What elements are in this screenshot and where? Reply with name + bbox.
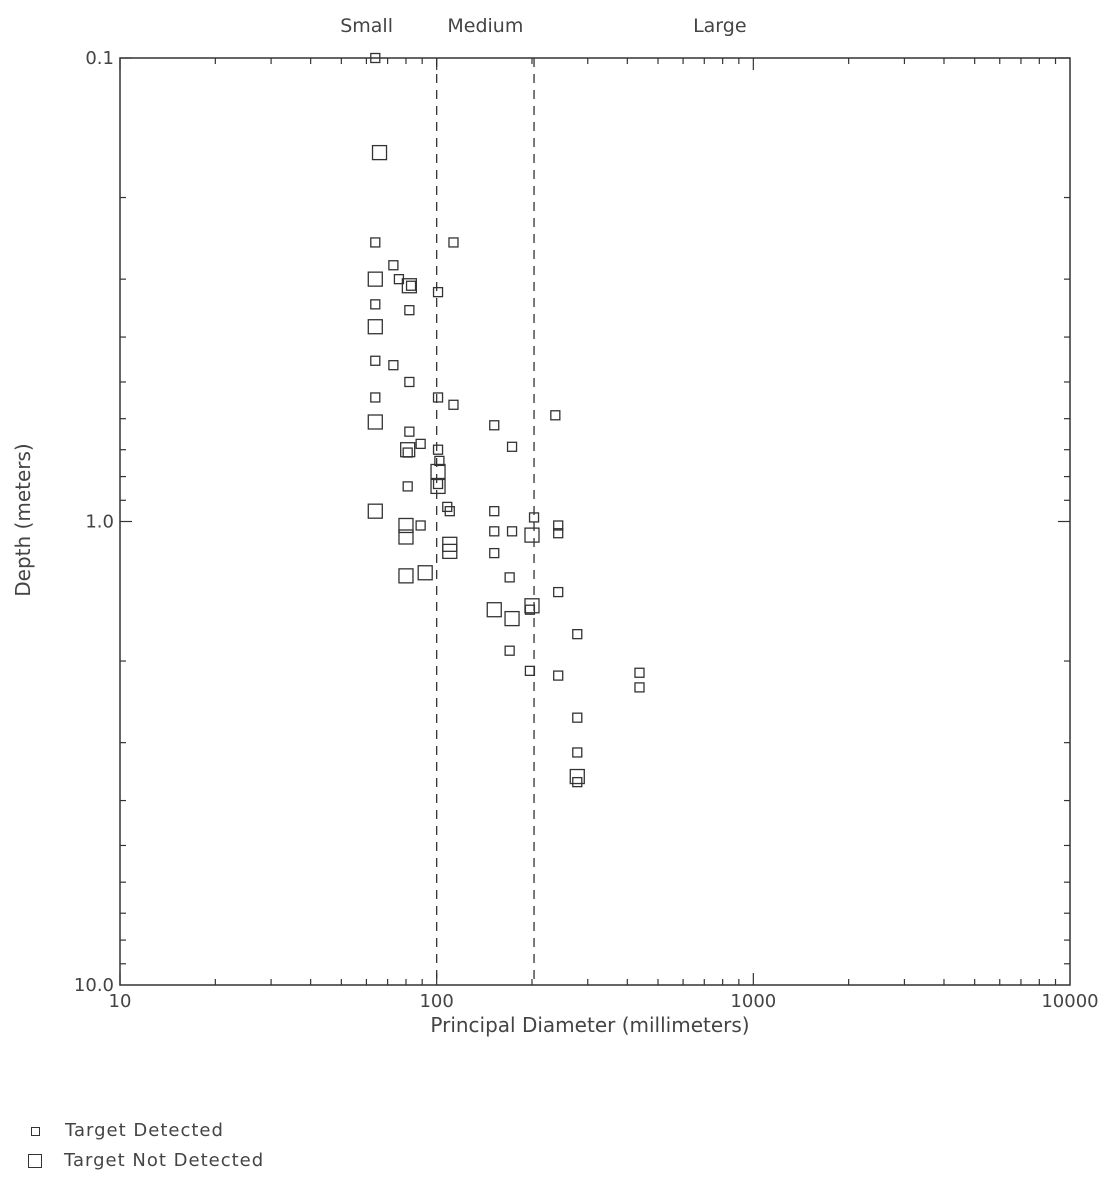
point-target-detected (402, 481, 413, 492)
legend-label-not-detected: Target Not Detected (64, 1150, 265, 1171)
y-axis-label: Depth (meters) (11, 443, 35, 596)
point-target-not-detected (367, 271, 383, 287)
point-target-not-detected (569, 768, 585, 785)
point-target-detected (444, 506, 455, 517)
point-target-detected (404, 426, 415, 437)
point-target-detected (370, 299, 381, 310)
size-class-label: Medium (447, 15, 523, 37)
point-target-not-detected (401, 278, 418, 294)
point-target-detected (504, 572, 515, 583)
point-target-detected (506, 526, 518, 537)
large-square-icon (28, 1154, 42, 1168)
point-target-detected (553, 586, 564, 598)
point-target-detected (572, 628, 583, 640)
x-tick-label: 100 (419, 991, 453, 1012)
point-target-detected (448, 399, 459, 410)
point-target-not-detected (524, 598, 540, 614)
point-target-detected (634, 682, 645, 693)
point-target-not-detected (524, 527, 540, 543)
point-target-detected (370, 237, 381, 248)
point-target-not-detected (367, 414, 383, 430)
point-target-detected (504, 645, 515, 656)
point-target-detected (506, 441, 518, 452)
point-target-detected (489, 420, 500, 431)
size-class-label: Small (340, 15, 393, 37)
point-target-detected (405, 280, 417, 291)
x-tick-label: 10000 (1041, 991, 1098, 1012)
point-target-detected (370, 392, 381, 403)
point-target-detected (553, 520, 564, 531)
data-points (367, 52, 645, 788)
point-target-not-detected (400, 442, 416, 458)
plot-frame (119, 57, 1071, 986)
scatter-chart: 10 100 1000 10000 0.1 1.0 10.0 Small Medium Larg… (11, 15, 1099, 1037)
x-tick-label: 10 (109, 991, 132, 1012)
legend-label-detected: Target Detected (65, 1120, 224, 1141)
point-target-not-detected (430, 478, 446, 495)
point-target-detected (489, 547, 500, 559)
x-axis-label: Principal Diameter (millimeters) (430, 1013, 749, 1037)
point-target-detected (415, 438, 426, 450)
point-target-not-detected (417, 565, 433, 581)
point-target-detected (553, 670, 564, 681)
point-target-not-detected (367, 503, 383, 519)
point-target-detected (489, 506, 500, 517)
y-tick-label: 10.0 (74, 975, 114, 996)
point-target-detected (432, 392, 444, 403)
point-target-not-detected (371, 144, 388, 161)
legend-item-not-detected: Target Not Detected (28, 1150, 264, 1171)
point-target-not-detected (398, 568, 414, 584)
point-target-detected (434, 455, 445, 467)
point-target-detected (402, 447, 413, 458)
x-tick-label: 1000 (730, 991, 776, 1012)
legend-item-detected: Target Detected (28, 1120, 224, 1141)
y-tick-label: 0.1 (85, 48, 114, 69)
tick-labels: 10 100 1000 10000 0.1 1.0 10.0 (74, 48, 1099, 1012)
point-target-detected (370, 52, 381, 64)
size-class-label: Large (693, 15, 746, 37)
axis-ticks (119, 57, 1070, 985)
point-target-detected (572, 712, 583, 723)
point-target-detected (524, 665, 536, 676)
point-target-not-detected (486, 602, 502, 618)
point-target-detected (370, 355, 381, 366)
point-target-detected (572, 776, 583, 788)
point-target-not-detected (367, 319, 383, 335)
point-target-detected (553, 528, 564, 539)
point-target-not-detected (398, 517, 414, 534)
point-target-detected (448, 237, 459, 248)
point-target-detected (489, 526, 500, 537)
point-target-not-detected (442, 543, 458, 560)
point-target-detected (415, 520, 426, 531)
point-target-detected (432, 478, 444, 490)
point-target-detected (404, 376, 415, 388)
point-target-detected (388, 260, 399, 271)
small-square-icon (31, 1126, 40, 1136)
point-target-detected (572, 747, 583, 758)
y-tick-label: 1.0 (85, 512, 114, 533)
point-target-detected (634, 667, 645, 678)
point-target-not-detected (430, 463, 446, 480)
point-target-detected (550, 410, 561, 421)
point-target-detected (432, 286, 444, 298)
point-target-detected (528, 512, 540, 523)
point-target-not-detected (504, 610, 520, 627)
point-target-detected (404, 305, 415, 316)
point-target-not-detected (398, 529, 414, 545)
class-boundary-lines (436, 58, 535, 985)
size-class-labels: Small Medium Large (340, 15, 746, 37)
point-target-detected (432, 444, 444, 455)
point-target-detected (388, 360, 399, 371)
